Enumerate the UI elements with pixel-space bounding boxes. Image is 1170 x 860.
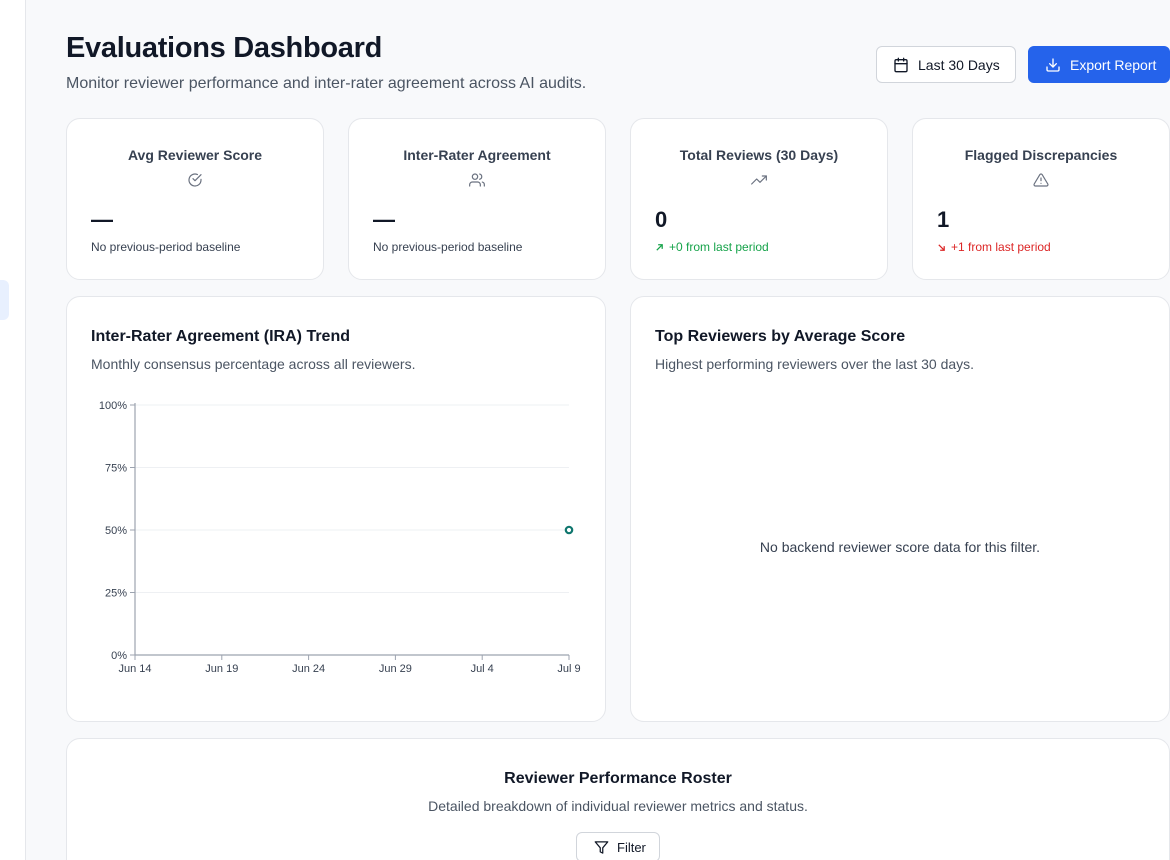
stat-value: — [91,207,113,232]
stat-label: Total Reviews (30 Days) [679,147,839,163]
stat-label: Inter-Rater Agreement [403,147,551,163]
ira-trend-panel: Inter-Rater Agreement (IRA) Trend Monthl… [66,296,606,722]
users-icon [469,173,485,187]
filter-icon [594,840,609,854]
stat-label: Flagged Discrepancies [964,147,1118,163]
y-tick-label: 25% [105,588,127,600]
x-tick-label: Jun 14 [118,663,151,675]
top-reviewers-title: Top Reviewers by Average Score [655,328,906,345]
stat-note-text: +0 from last period [669,240,769,254]
stat-value: 1 [937,207,950,232]
arrow-down-right-icon [938,243,945,251]
stat-note-text: No previous-period baseline [373,240,523,254]
stat-value: — [373,207,395,232]
date-range-button[interactable]: Last 30 Days [876,46,1016,83]
stat-card-flagged: Flagged Discrepancies 1 +1 from last per… [912,118,1170,280]
y-tick-label: 75% [105,463,127,475]
empty-state-message: No backend reviewer score data for this … [759,539,1041,555]
check-circle-icon [188,173,202,187]
y-tick-label: 100% [99,400,127,412]
calendar-icon [894,57,908,72]
stat-note-text: +1 from last period [951,240,1051,254]
sidebar [0,0,26,860]
x-tick-label: Jun 24 [292,663,325,675]
export-report-button[interactable]: Export Report [1028,46,1170,83]
stat-note: No previous-period baseline [91,240,240,254]
trending-up-icon [751,175,767,185]
stat-value: 0 [655,207,668,232]
page-title: Evaluations Dashboard [66,32,382,64]
page-subtitle: Monitor reviewer performance and inter-r… [66,75,587,92]
alert-triangle-icon [1033,173,1049,187]
top-reviewers-subtitle: Highest performing reviewers over the la… [655,356,975,372]
roster-title: Reviewer Performance Roster [504,770,732,787]
reviewer-roster-panel: Reviewer Performance Roster Detailed bre… [66,738,1170,860]
filter-label: Filter [617,839,646,855]
stat-note: +1 from last period [937,240,1051,254]
stat-card-avg-score: Avg Reviewer Score — No previous-period … [66,118,324,280]
ira-trend-chart: 0% 25% 50% 75% 100% Jun 14 Jun 19 Jun 24 Jun 29 J… [99,400,581,675]
stat-note-text: No previous-period baseline [91,240,241,254]
ira-panel-subtitle: Monthly consensus percentage across all … [91,356,416,372]
x-tick-label: Jun 19 [205,663,238,675]
stat-card-agreement: Inter-Rater Agreement — No previous-peri… [348,118,606,280]
filter-button[interactable]: Filter [576,832,660,860]
x-tick-label: Jul 4 [471,663,494,675]
download-icon [1046,57,1060,72]
y-tick-label: 0% [111,650,127,662]
stat-note: No previous-period baseline [373,240,522,254]
sidebar-active-item[interactable] [0,280,9,320]
roster-subtitle: Detailed breakdown of individual reviewe… [428,798,808,814]
stat-card-total-reviews: Total Reviews (30 Days) 0 +0 from last p… [630,118,888,280]
top-reviewers-panel: Top Reviewers by Average Score Highest p… [630,296,1170,722]
x-tick-label: Jun 29 [379,663,412,675]
export-report-label: Export Report [1070,56,1157,73]
y-tick-label: 50% [105,525,127,537]
ira-panel-title: Inter-Rater Agreement (IRA) Trend [91,328,350,345]
date-range-label: Last 30 Days [918,56,1000,73]
data-point [564,525,574,535]
x-tick-label: Jul 9 [557,663,580,675]
stat-note: +0 from last period [655,240,769,254]
arrow-up-right-icon [656,243,663,251]
stat-label: Avg Reviewer Score [127,147,263,163]
